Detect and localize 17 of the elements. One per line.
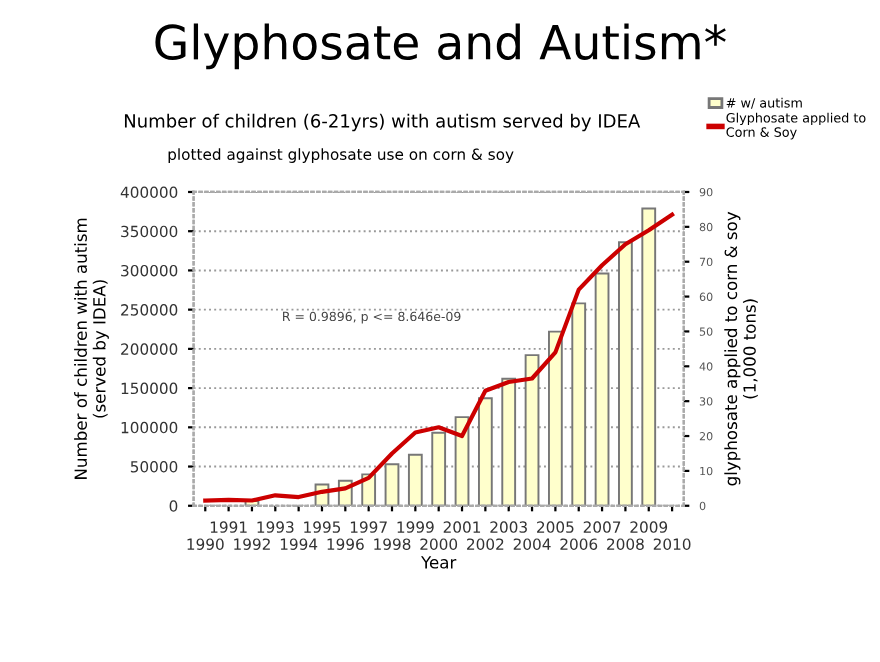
bar xyxy=(571,302,587,506)
bar xyxy=(501,377,517,506)
bar xyxy=(524,354,540,506)
bar xyxy=(641,207,657,506)
bar xyxy=(431,431,447,506)
chart-title: Glyphosate and Autism* xyxy=(155,23,726,70)
bar xyxy=(618,241,633,506)
bar xyxy=(477,397,493,506)
y-axis-title: Number of children with autism (served by IDEA) xyxy=(74,218,109,479)
bar xyxy=(384,463,400,506)
chart-subtitle: Number of children (6-21yrs) with autism served by IDEA xyxy=(124,113,641,132)
bar xyxy=(548,330,563,506)
bar xyxy=(594,272,610,506)
bar xyxy=(407,453,423,506)
x-axis-title: Year xyxy=(421,556,457,569)
line-series xyxy=(203,212,675,503)
y2-axis-title: glyphosate applied to corn & soy (1,000 tons) xyxy=(724,211,758,486)
